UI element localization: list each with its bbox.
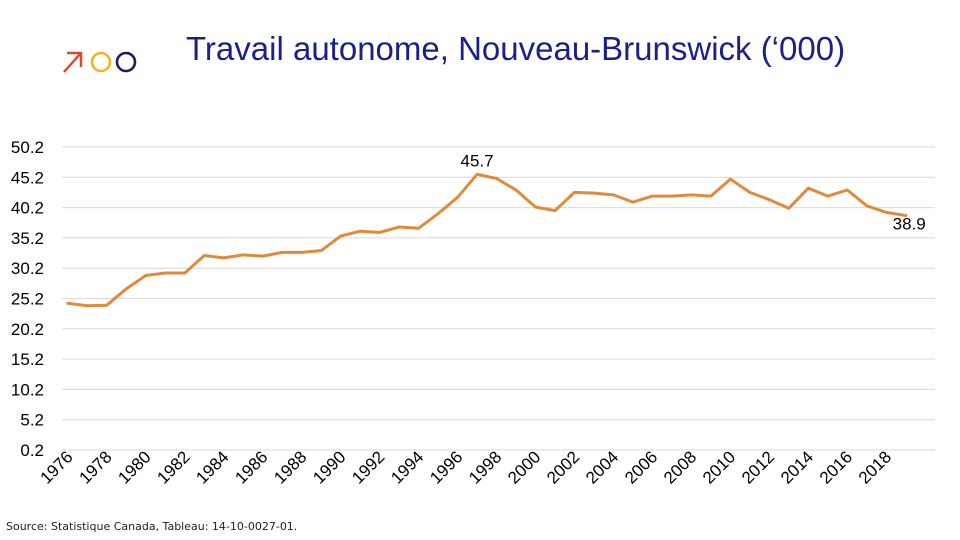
data-point: [690, 193, 693, 197]
y-tick-label: 5.2: [20, 411, 44, 430]
page-title: Travail autonome, Nouveau-Brunswick (‘00…: [186, 30, 846, 67]
x-tick-label: 1980: [114, 447, 154, 487]
y-tick-label: 45.2: [11, 168, 44, 187]
data-point: [300, 251, 304, 254]
data-point: [612, 193, 615, 197]
x-tick-label: 1984: [192, 447, 232, 487]
y-tick-label: 25.2: [11, 290, 44, 309]
data-point: [884, 211, 888, 214]
data-point: [222, 256, 226, 260]
data-point: [261, 254, 265, 258]
data-point: [163, 271, 167, 275]
x-tick-label: 1988: [270, 447, 310, 487]
data-point: [319, 249, 323, 253]
x-tick-label: 2004: [582, 447, 622, 487]
data-point: [183, 271, 187, 275]
data-label: 45.7: [461, 151, 494, 170]
data-point: [651, 194, 654, 198]
data-point: [514, 188, 518, 192]
data-point: [85, 304, 89, 308]
data-point: [670, 194, 674, 198]
x-tick-label: 2002: [543, 447, 583, 487]
y-tick-label: 30.2: [11, 259, 44, 278]
data-point: [826, 194, 830, 198]
data-point: [358, 229, 362, 233]
data-point: [592, 191, 596, 195]
y-tick-label: 40.2: [11, 199, 44, 218]
data-point: [475, 172, 479, 176]
x-tick-label: 1998: [465, 447, 505, 487]
x-tick-label: 2016: [816, 447, 856, 487]
x-tick-label: 1986: [231, 447, 271, 487]
yellow-circle-icon: [90, 51, 112, 73]
gridlines: [62, 146, 935, 451]
data-point: [787, 206, 791, 210]
data-point: [456, 195, 459, 199]
data-labels: 45.7 38.9: [461, 151, 926, 233]
arrow-icon: [63, 51, 83, 73]
data-point: [767, 198, 771, 202]
data-point: [105, 303, 109, 307]
data-point: [806, 186, 810, 190]
x-tick-label: 1982: [153, 447, 193, 487]
source-note: Source: Statistique Canada, Tableau: 14-…: [6, 520, 298, 533]
x-tick-label: 1996: [426, 447, 466, 487]
y-axis: 50.2 45.2 40.2 35.2 30.2 25.2 20.2 15.2 10.2 5.2 0…: [11, 138, 44, 460]
data-point: [378, 231, 382, 234]
data-point: [845, 188, 849, 192]
data-point: [436, 212, 440, 216]
x-tick-label: 1990: [309, 447, 349, 487]
x-tick-label: 2014: [777, 447, 817, 487]
data-point: [202, 254, 206, 257]
data-point: [144, 274, 148, 277]
y-tick-label: 50.2: [11, 138, 44, 157]
series-line-group: [66, 172, 908, 308]
x-tick-label: 2000: [504, 447, 544, 487]
x-tick-label: 2006: [621, 447, 661, 487]
series-line: [66, 172, 908, 308]
y-tick-label: 10.2: [11, 380, 44, 399]
x-axis: 1976197819801982198419861988199019921994…: [36, 447, 895, 487]
y-tick-label: 0.2: [20, 441, 44, 460]
navy-circle-icon: [115, 51, 137, 73]
data-point: [534, 205, 537, 209]
x-tick-label: 2012: [738, 447, 778, 487]
x-tick-label: 1992: [348, 447, 388, 487]
x-tick-label: 2008: [660, 447, 700, 487]
x-tick-label: 2018: [855, 447, 895, 487]
data-point: [339, 234, 343, 238]
data-point: [397, 225, 401, 229]
data-point: [553, 209, 557, 213]
data-point: [631, 200, 635, 204]
y-tick-label: 20.2: [11, 320, 44, 339]
y-tick-label: 35.2: [11, 229, 44, 248]
data-point: [66, 301, 70, 305]
data-point: [573, 191, 576, 194]
data-point: [280, 251, 284, 254]
data-point: [748, 191, 752, 194]
brand-logo: [63, 51, 137, 73]
data-label: 38.9: [893, 214, 926, 233]
x-tick-label: 2010: [699, 447, 739, 487]
y-tick-label: 15.2: [11, 350, 44, 369]
data-point: [709, 194, 713, 198]
data-point: [728, 177, 732, 181]
data-point: [417, 226, 421, 230]
x-tick-label: 1978: [75, 447, 115, 487]
data-point: [124, 287, 128, 291]
x-tick-label: 1994: [387, 447, 427, 487]
data-point: [495, 177, 498, 180]
data-point: [904, 214, 908, 217]
data-point: [865, 204, 869, 208]
data-point: [241, 253, 245, 257]
